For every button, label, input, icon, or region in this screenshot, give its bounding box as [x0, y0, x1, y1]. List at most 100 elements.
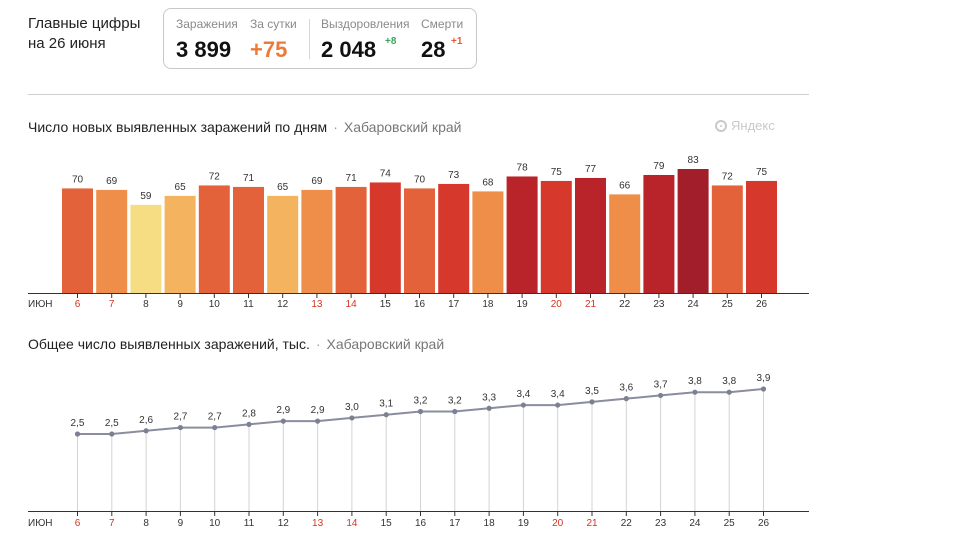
- x-tick-label: 17: [448, 299, 460, 310]
- x-tick-label: 20: [551, 299, 563, 310]
- x-tick-label: 24: [689, 518, 701, 529]
- point-value-label: 2,5: [105, 418, 119, 429]
- watermark-text: Яндекс: [731, 118, 775, 133]
- data-point: [760, 386, 767, 392]
- x-tick-label: 25: [722, 299, 734, 310]
- infections-value: 3 899: [176, 37, 232, 62]
- data-point: [315, 418, 321, 424]
- data-point: [246, 421, 252, 427]
- bar: [301, 189, 333, 293]
- point-value-label: 3,8: [688, 376, 702, 387]
- line-chart-title-text: Общее число выявленных заражений, тыс.: [28, 336, 310, 352]
- point-value-label: 2,7: [208, 412, 222, 423]
- bar: [506, 176, 538, 293]
- data-point: [212, 424, 218, 431]
- bar-value-label: 69: [106, 176, 118, 187]
- deaths-delta: +1: [451, 36, 463, 47]
- bar-value-label: 79: [653, 161, 665, 172]
- x-tick-label: 19: [517, 299, 529, 310]
- point-value-label: 2,7: [173, 412, 187, 423]
- point-value-label: 2,9: [311, 405, 325, 416]
- bar-value-label: 83: [688, 155, 700, 166]
- line-chart-month-label: ИЮН: [28, 518, 53, 529]
- data-point: [726, 389, 732, 395]
- bar: [164, 195, 196, 293]
- x-tick-label: 12: [277, 299, 289, 310]
- bar: [369, 182, 401, 293]
- bar-chart-title-text: Число новых выявленных заражений по дням: [28, 119, 328, 135]
- data-point: [555, 402, 561, 408]
- x-tick-label: 24: [688, 299, 700, 310]
- data-point: [452, 408, 458, 415]
- x-tick-label: 25: [724, 518, 736, 529]
- bar-value-label: 75: [756, 167, 768, 178]
- x-tick-label: 16: [415, 518, 427, 529]
- bar: [746, 180, 777, 293]
- recoveries-delta: +8: [385, 36, 397, 47]
- x-tick-label: 13: [311, 299, 323, 310]
- bar: [130, 204, 162, 293]
- x-tick-label: 11: [243, 299, 254, 310]
- recoveries-value: 2 048: [321, 37, 377, 62]
- data-point: [109, 431, 115, 437]
- data-point: [486, 405, 492, 411]
- data-point: [520, 402, 527, 408]
- bar: [575, 177, 606, 293]
- page-title: Главные цифры на 26 июня: [28, 14, 140, 54]
- x-tick-label: 14: [346, 518, 358, 529]
- bar: [404, 188, 435, 293]
- point-value-label: 2,5: [71, 418, 85, 429]
- x-tick-label: 6: [75, 518, 81, 529]
- point-value-label: 2,9: [276, 405, 290, 416]
- data-point: [658, 392, 664, 399]
- line-chart-title: Общее число выявленных заражений, тыс. · Х…: [28, 336, 444, 352]
- x-tick-label: 18: [484, 518, 496, 529]
- bar-value-label: 65: [277, 182, 289, 193]
- point-value-label: 3,1: [379, 399, 393, 410]
- bar: [62, 188, 93, 293]
- x-tick-label: 23: [655, 518, 667, 529]
- bar-value-label: 73: [448, 170, 460, 181]
- point-value-label: 3,3: [482, 392, 496, 403]
- point-value-label: 2,8: [242, 408, 256, 419]
- bar-value-label: 78: [517, 162, 529, 173]
- x-tick-label: 15: [380, 299, 392, 310]
- daily-value: +75: [250, 37, 288, 62]
- x-tick-label: 11: [244, 518, 255, 529]
- x-tick-label: 9: [178, 518, 184, 529]
- data-point: [280, 418, 286, 424]
- x-tick-label: 8: [143, 518, 149, 529]
- stats-divider: [309, 19, 310, 59]
- point-value-label: 3,2: [414, 396, 428, 407]
- bar: [198, 185, 230, 293]
- title-separator-dot: ·: [333, 119, 338, 135]
- point-value-label: 3,2: [448, 396, 462, 407]
- point-value-label: 3,4: [516, 389, 530, 400]
- data-point: [589, 399, 595, 405]
- title-line-1: Главные цифры: [28, 15, 141, 32]
- data-point: [383, 412, 389, 418]
- x-tick-label: 10: [209, 299, 221, 310]
- bar-value-label: 70: [72, 174, 84, 185]
- infections-label: Заражения: [176, 17, 238, 31]
- bar-value-label: 77: [585, 164, 597, 175]
- title-line-2: на 26 июня: [28, 35, 106, 52]
- x-tick-label: 17: [449, 518, 461, 529]
- data-point: [177, 424, 183, 431]
- bar-value-label: 72: [722, 171, 734, 182]
- x-tick-label: 23: [653, 299, 665, 310]
- bar-chart-region: Хабаровский край: [343, 119, 462, 135]
- x-tick-label: 19: [518, 518, 530, 529]
- bar-chart-title: Число новых выявленных заражений по дням…: [28, 119, 462, 135]
- point-value-label: 3,6: [619, 383, 633, 394]
- bar-value-label: 70: [414, 174, 426, 185]
- x-tick-label: 9: [177, 299, 183, 310]
- data-point: [349, 415, 355, 421]
- data-point: [623, 396, 629, 402]
- data-point: [143, 428, 149, 434]
- bar: [335, 186, 367, 293]
- yandex-logo-icon: [715, 120, 727, 132]
- bar: [711, 185, 743, 293]
